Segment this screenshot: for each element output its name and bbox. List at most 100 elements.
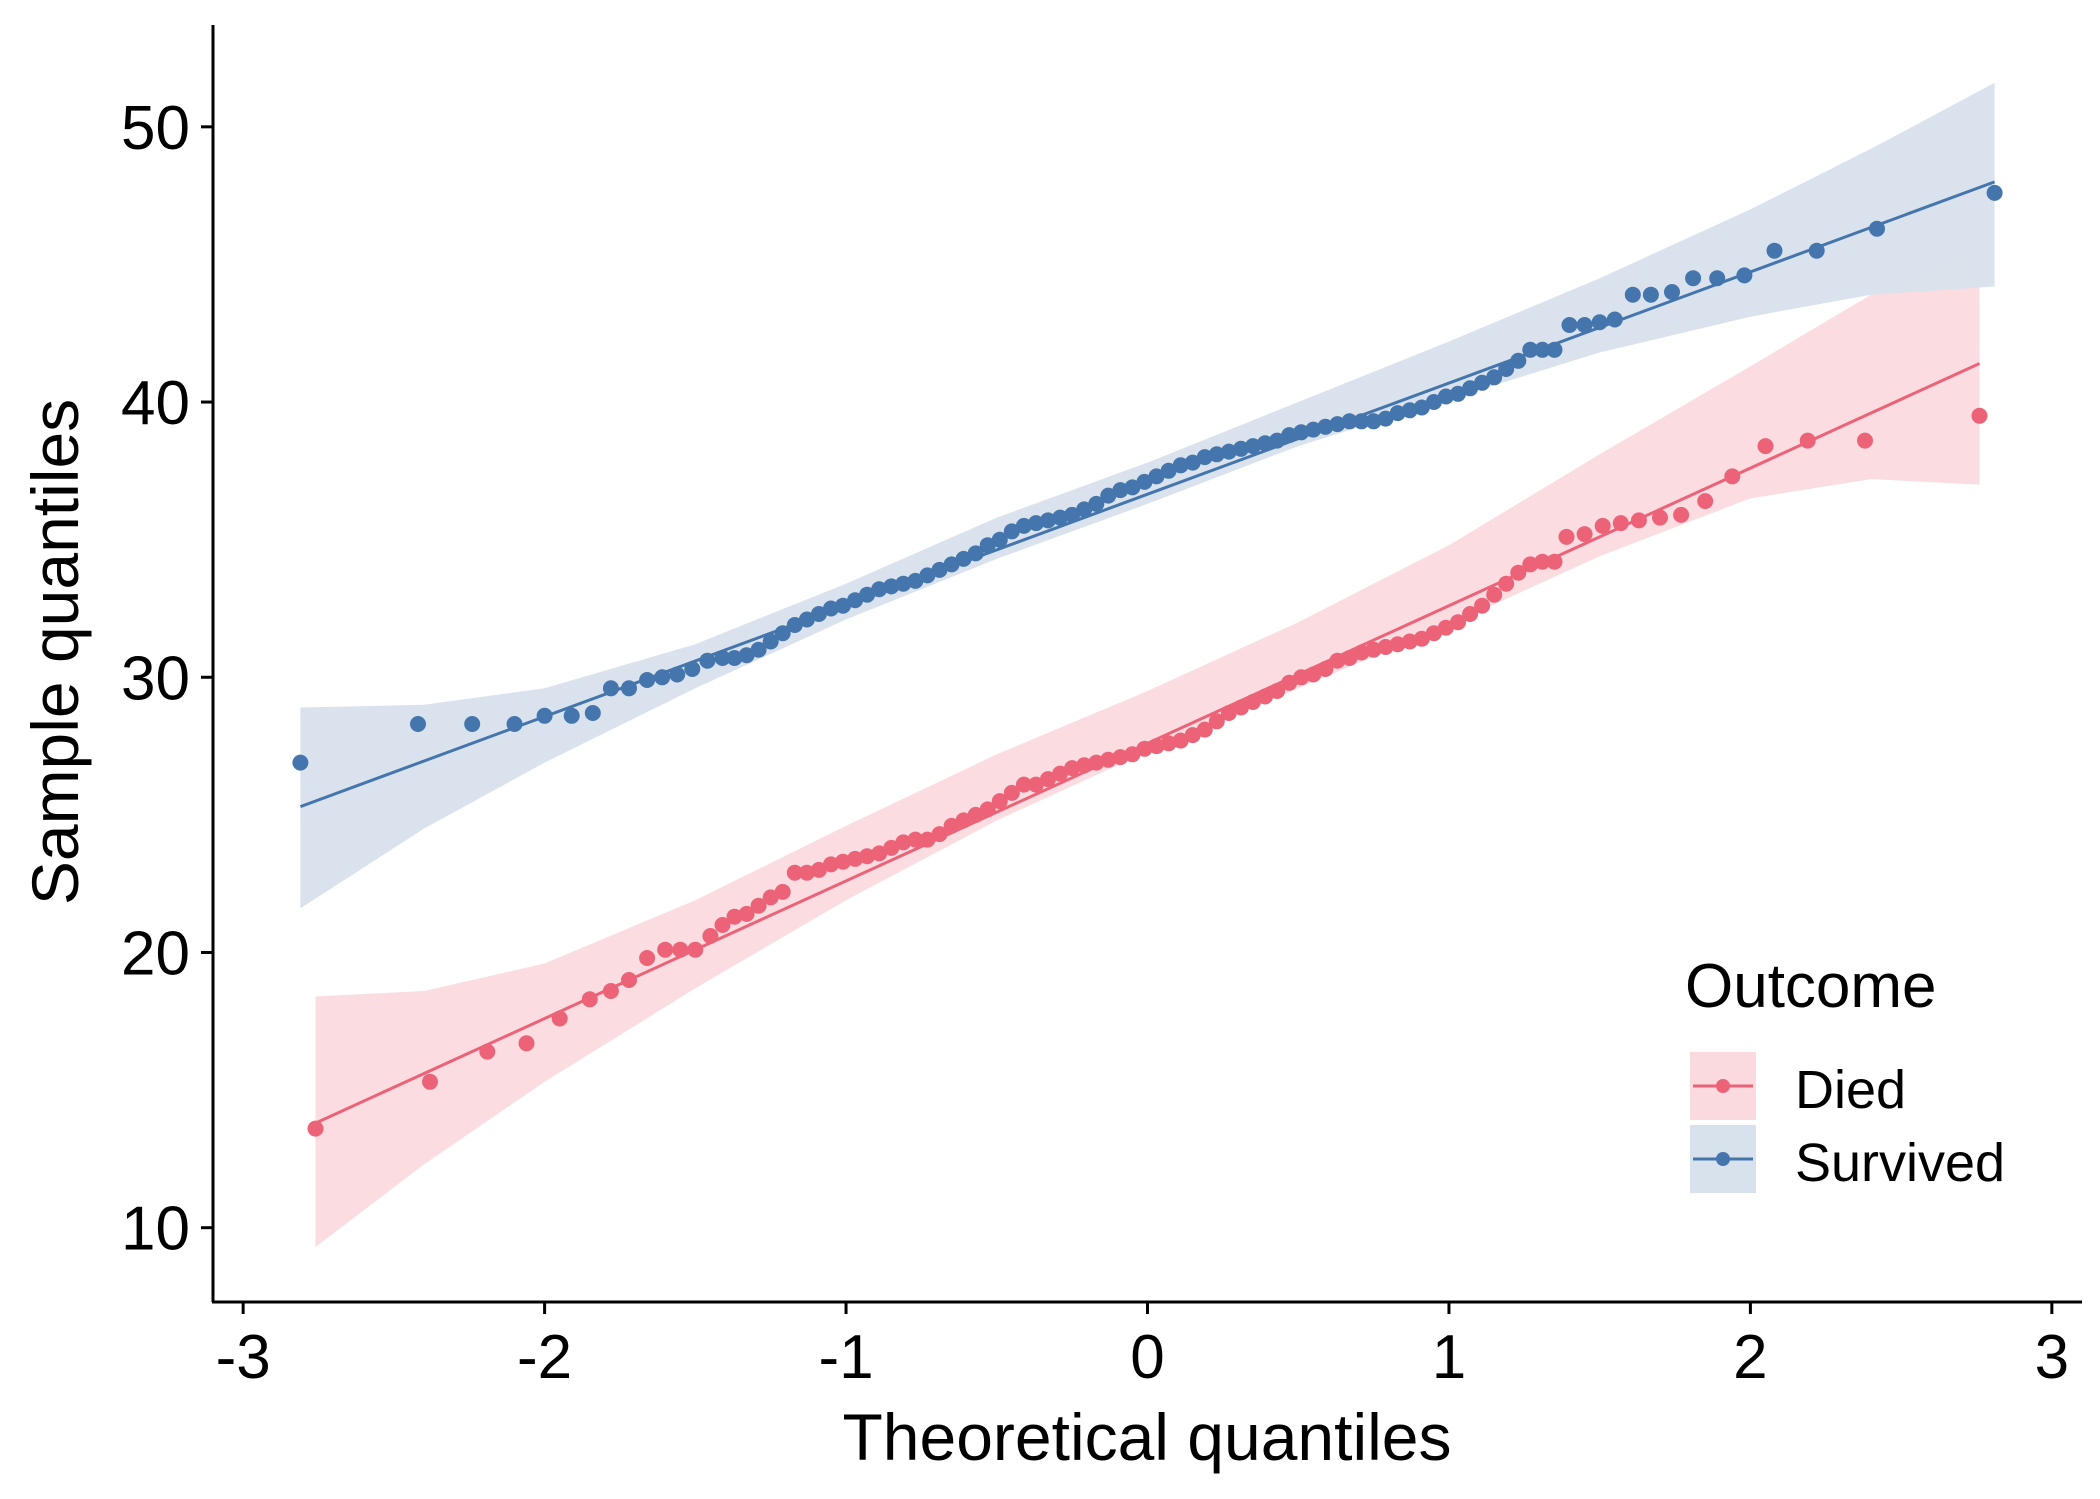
- point-survived: [738, 647, 755, 664]
- point-died: [1652, 509, 1668, 526]
- point-died: [1040, 771, 1056, 788]
- point-survived: [1233, 440, 1249, 457]
- point-survived: [943, 556, 960, 573]
- point-survived: [1052, 509, 1069, 526]
- point-died: [1799, 432, 1816, 449]
- point-died: [1233, 699, 1249, 716]
- point-died: [798, 864, 815, 881]
- point-died: [581, 991, 598, 1008]
- point-died: [1184, 727, 1201, 744]
- point-died: [1281, 674, 1298, 691]
- point-died: [1522, 556, 1539, 573]
- point-died: [1971, 407, 1988, 424]
- point-died: [1757, 438, 1774, 455]
- point-died: [1546, 553, 1563, 570]
- point-survived: [750, 641, 767, 658]
- point-died: [1124, 746, 1141, 763]
- point-survived: [1377, 410, 1394, 427]
- point-died: [1425, 625, 1442, 642]
- point-survived: [654, 669, 671, 686]
- point-survived: [967, 545, 984, 562]
- point-survived: [798, 611, 815, 628]
- point-died: [1697, 493, 1714, 510]
- point-died: [1353, 644, 1370, 661]
- point-died: [895, 834, 912, 851]
- point-survived: [1293, 424, 1310, 441]
- point-survived: [584, 705, 601, 721]
- point-died: [1534, 553, 1551, 570]
- point-survived: [1184, 454, 1201, 471]
- y-axis-title: Sample quantiles: [18, 399, 92, 905]
- legend-key-survived-point: [1716, 1152, 1730, 1166]
- point-survived: [1269, 432, 1286, 449]
- point-died: [1003, 784, 1020, 801]
- point-died: [307, 1120, 324, 1137]
- point-survived: [1474, 374, 1491, 391]
- point-died: [1317, 661, 1334, 677]
- point-survived: [1869, 220, 1885, 237]
- point-survived: [1040, 512, 1056, 529]
- point-survived: [895, 575, 912, 592]
- point-died: [1220, 705, 1237, 721]
- legend-entry-died: Died: [1690, 1052, 1906, 1120]
- point-survived: [1389, 405, 1406, 422]
- point-survived: [714, 650, 731, 666]
- legend: Outcome Died Survived: [1685, 952, 2005, 1193]
- point-died: [1196, 721, 1213, 738]
- point-died: [1377, 639, 1394, 655]
- point-died: [1160, 735, 1177, 752]
- point-died: [931, 826, 948, 843]
- point-survived: [907, 572, 924, 589]
- point-survived: [1329, 416, 1346, 433]
- point-died: [672, 941, 689, 958]
- point-died: [907, 831, 924, 848]
- point-died: [847, 850, 864, 867]
- point-survived: [1522, 341, 1539, 358]
- point-survived: [1208, 446, 1225, 463]
- point-died: [702, 928, 719, 944]
- point-survived: [1305, 421, 1322, 438]
- point-died: [1293, 669, 1310, 686]
- point-survived: [1766, 242, 1783, 259]
- point-died: [1015, 776, 1032, 793]
- point-died: [1450, 614, 1466, 631]
- point-died: [835, 853, 851, 870]
- point-died: [1305, 666, 1322, 683]
- point-died: [1052, 765, 1069, 782]
- point-survived: [1245, 438, 1261, 455]
- point-died: [1329, 652, 1346, 669]
- point-survived: [1100, 487, 1117, 504]
- point-died: [1389, 636, 1406, 653]
- point-survived: [1709, 270, 1726, 287]
- x-tick-label: 2: [1733, 1323, 1767, 1392]
- point-died: [422, 1073, 438, 1090]
- point-survived: [1561, 317, 1578, 333]
- point-survived: [786, 617, 803, 633]
- point-survived: [762, 633, 779, 650]
- point-died: [859, 848, 876, 865]
- point-survived: [669, 666, 686, 683]
- y-tick-label: 30: [121, 644, 190, 713]
- x-tick-label: -1: [818, 1323, 873, 1392]
- point-died: [871, 845, 888, 862]
- point-survived: [602, 680, 619, 697]
- point-died: [1474, 597, 1491, 614]
- point-survived: [1401, 402, 1418, 419]
- point-survived: [1341, 413, 1358, 430]
- point-survived: [1425, 394, 1442, 410]
- point-survived: [1576, 317, 1593, 333]
- point-died: [1401, 633, 1418, 650]
- point-survived: [1136, 473, 1153, 490]
- point-survived: [1498, 361, 1515, 377]
- point-survived: [1546, 341, 1563, 358]
- point-survived: [1353, 413, 1370, 430]
- point-survived: [871, 581, 888, 598]
- point-survived: [726, 650, 743, 666]
- point-survived: [1685, 270, 1702, 287]
- point-survived: [1486, 369, 1503, 386]
- point-survived: [1413, 399, 1430, 416]
- point-survived: [1462, 380, 1479, 397]
- point-survived: [835, 597, 851, 614]
- point-survived: [1534, 341, 1551, 358]
- point-died: [967, 806, 984, 823]
